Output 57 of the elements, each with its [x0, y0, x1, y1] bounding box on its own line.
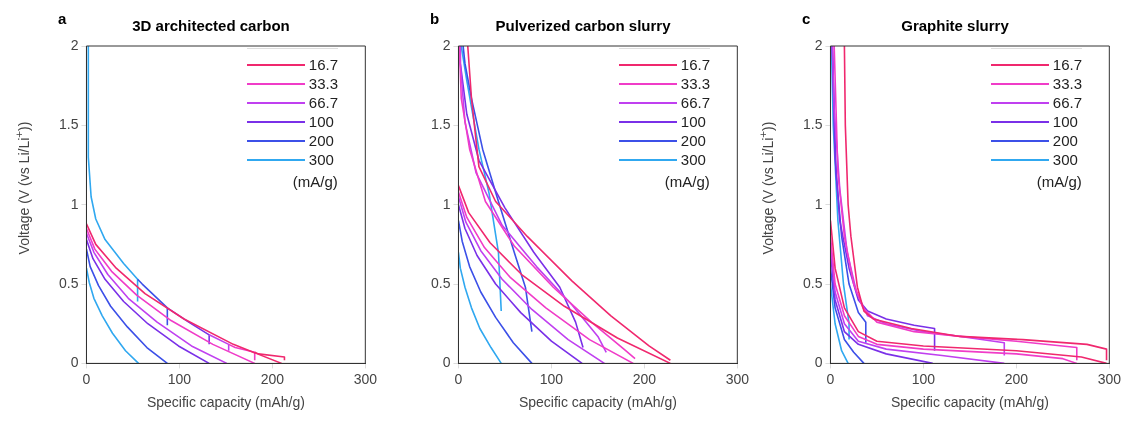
x-axis-title: Specific capacity (mAh/g) [146, 394, 305, 411]
legend-label: 16.7 [308, 56, 338, 73]
chart-title: 3D architected carbon [132, 17, 290, 35]
y-tick-label: 0 [70, 354, 79, 371]
text: c [802, 10, 811, 27]
x-axis-title: Specific capacity (mAh/g) [890, 394, 1049, 411]
y-tick-label: 0 [814, 354, 823, 371]
y-tick-label: 0.5 [802, 274, 823, 291]
text: b [430, 10, 440, 27]
x-tick-label: 200 [632, 370, 657, 387]
x-tick-label: 0 [454, 370, 463, 387]
legend-label: 300 [680, 151, 706, 168]
x-tick-label: 100 [911, 370, 936, 387]
legend-title: (mA/g) [291, 173, 338, 190]
y-tick-label: 1.5 [802, 116, 823, 133]
legend-label: 16.7 [680, 56, 710, 73]
y-tick-label: 1.5 [430, 116, 451, 133]
legend-label: 33.3 [1052, 75, 1082, 92]
x-tick-label: 200 [1004, 370, 1029, 387]
x-tick-label: 100 [539, 370, 564, 387]
legend-title: (mA/g) [1035, 173, 1082, 190]
x-tick-label: 0 [826, 370, 835, 387]
y-tick-label: 1 [814, 195, 823, 212]
legend-label: 300 [308, 151, 334, 168]
legend-label: 66.7 [680, 94, 710, 111]
legend-label: 200 [308, 132, 334, 149]
y-tick-label: 0 [442, 354, 451, 371]
legend-label: 33.3 [680, 75, 710, 92]
x-tick-label: 300 [725, 370, 750, 387]
legend-label: 66.7 [308, 94, 338, 111]
legend-label: 33.3 [308, 75, 338, 92]
y-tick-label: 1.5 [58, 116, 79, 133]
y-tick-label: 2 [814, 36, 823, 53]
chart-title: Graphite slurry [901, 17, 1010, 35]
legend-label: 300 [1052, 151, 1078, 168]
y-tick-label: 2 [70, 36, 79, 53]
chart-title: Pulverized carbon slurry [495, 17, 672, 35]
y-tick-label: 0.5 [430, 274, 451, 291]
text: a [58, 10, 67, 27]
legend-label: 66.7 [1052, 94, 1082, 111]
y-tick-label: 2 [442, 36, 451, 53]
x-tick-label: 300 [1097, 370, 1122, 387]
legend-label: 200 [680, 132, 706, 149]
x-tick-label: 100 [167, 370, 192, 387]
x-axis-title: Specific capacity (mAh/g) [518, 394, 677, 411]
legend-label: 200 [1052, 132, 1078, 149]
x-tick-label: 300 [353, 370, 378, 387]
y-tick-label: 1 [442, 195, 451, 212]
legend-label: 16.7 [1052, 56, 1082, 73]
legend-label: 100 [308, 113, 334, 130]
x-tick-label: 200 [260, 370, 285, 387]
y-tick-label: 1 [70, 195, 79, 212]
legend-label: 100 [1052, 113, 1078, 130]
legend-title: (mA/g) [663, 173, 710, 190]
x-tick-label: 0 [82, 370, 91, 387]
legend-label: 100 [680, 113, 706, 130]
y-tick-label: 0.5 [58, 274, 79, 291]
